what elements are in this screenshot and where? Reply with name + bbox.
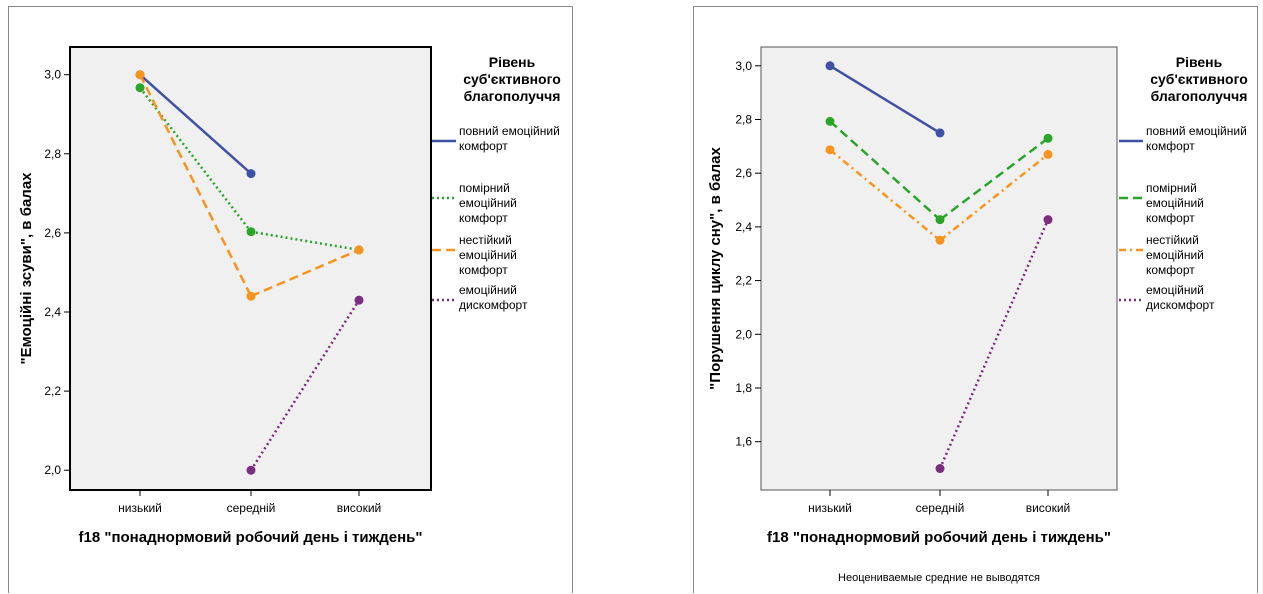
y-tick-label: 3,0 [735, 59, 752, 73]
y-tick-label: 2,0 [735, 327, 752, 341]
data-point [1043, 149, 1053, 159]
series-line-segment [139, 73, 252, 175]
data-point [825, 145, 835, 155]
x-tick-label: низький [808, 501, 852, 515]
y-tick-label: 1,8 [735, 381, 752, 395]
series-line-segment [250, 230, 360, 252]
data-point [246, 227, 256, 237]
plot-area [760, 46, 1118, 491]
data-point [246, 169, 256, 179]
data-point [935, 215, 945, 225]
plot-area [69, 46, 432, 491]
x-axis-title: f18 "понаднормовий робочий день і тижден… [767, 529, 1111, 546]
y-tick-label: 2,6 [44, 226, 61, 240]
y-tick-label: 2,2 [44, 384, 61, 398]
data-point [246, 291, 256, 301]
x-axis-title: f18 "понаднормовий робочий день і тижден… [79, 529, 423, 546]
legend-label: нестійкий емоційний комфорт [1146, 233, 1204, 277]
data-point [354, 295, 364, 305]
chart-panel-emotional-shifts: 2,0 2,2 2,4 2,6 2,8 3,0 низький середній високий… [8, 6, 573, 593]
series-line-segment [139, 86, 252, 233]
legend-label: емоційний дискомфорт [459, 283, 528, 312]
y-tick-label: 2,4 [735, 220, 752, 234]
y-tick-label: 2,8 [735, 112, 752, 126]
legend-title: Рівень суб'єктивного благополуччя [1150, 54, 1248, 104]
legend-label: повний емоційний комфорт [1146, 124, 1247, 153]
legend-label: повний емоційний комфорт [459, 124, 560, 153]
y-axis-title: "Порушення циклу сну", в балах [707, 147, 724, 390]
data-point [825, 116, 835, 126]
x-tick-label: середній [227, 501, 276, 515]
y-tick-label: 1,6 [735, 435, 752, 449]
data-point [935, 235, 945, 245]
series-line-segment [249, 299, 361, 471]
series-line-segment [939, 153, 1049, 242]
y-tick-label: 2,4 [44, 305, 61, 319]
series-line-segment [829, 120, 941, 221]
chart-emotional-shifts: 2,0 2,2 2,4 2,6 2,8 3,0 низький середній високий… [18, 46, 561, 546]
y-tick-label: 2,2 [735, 274, 752, 288]
legend-label: помірний емоційний комфорт [459, 181, 517, 225]
data-point [935, 128, 945, 138]
y-tick-label: 2,0 [44, 463, 61, 477]
series-line-segment [939, 137, 1049, 221]
y-tick-label: 3,0 [44, 68, 61, 82]
y-axis-title: "Емоційні зсуви", в балах [18, 172, 35, 365]
legend-label: нестійкий емоційний комфорт [459, 233, 517, 277]
y-tick-label: 2,8 [44, 147, 61, 161]
chart-sleep-cycle: 1,6 1,8 2,0 2,2 2,4 2,6 2,8 3,0 низький середній в… [707, 46, 1248, 584]
data-point [135, 70, 145, 80]
data-point [135, 83, 145, 93]
chart-panel-sleep-cycle: 1,6 1,8 2,0 2,2 2,4 2,6 2,8 3,0 низький середній в… [693, 6, 1258, 593]
x-tick-label: низький [118, 501, 162, 515]
data-point [354, 245, 364, 255]
legend-label: емоційний дискомфорт [1146, 283, 1215, 312]
data-point [246, 465, 256, 475]
x-tick-label: середній [916, 501, 965, 515]
data-point [825, 61, 835, 71]
series-line-segment [829, 148, 941, 242]
x-tick-label: високий [337, 501, 382, 515]
series-line-segment [250, 248, 360, 298]
series-line-segment [829, 64, 941, 134]
x-tick-label: високий [1026, 501, 1071, 515]
y-tick-label: 2,6 [735, 166, 752, 180]
data-point [1043, 215, 1053, 225]
data-point [1043, 133, 1053, 143]
series-line-segment [938, 219, 1050, 470]
data-point [935, 464, 945, 474]
footnote: Неоцениваемые средние не выводятся [838, 572, 1040, 584]
legend-title: Рівень суб'єктивного благополуччя [463, 54, 561, 104]
legend-label: помірний емоційний комфорт [1146, 181, 1204, 225]
